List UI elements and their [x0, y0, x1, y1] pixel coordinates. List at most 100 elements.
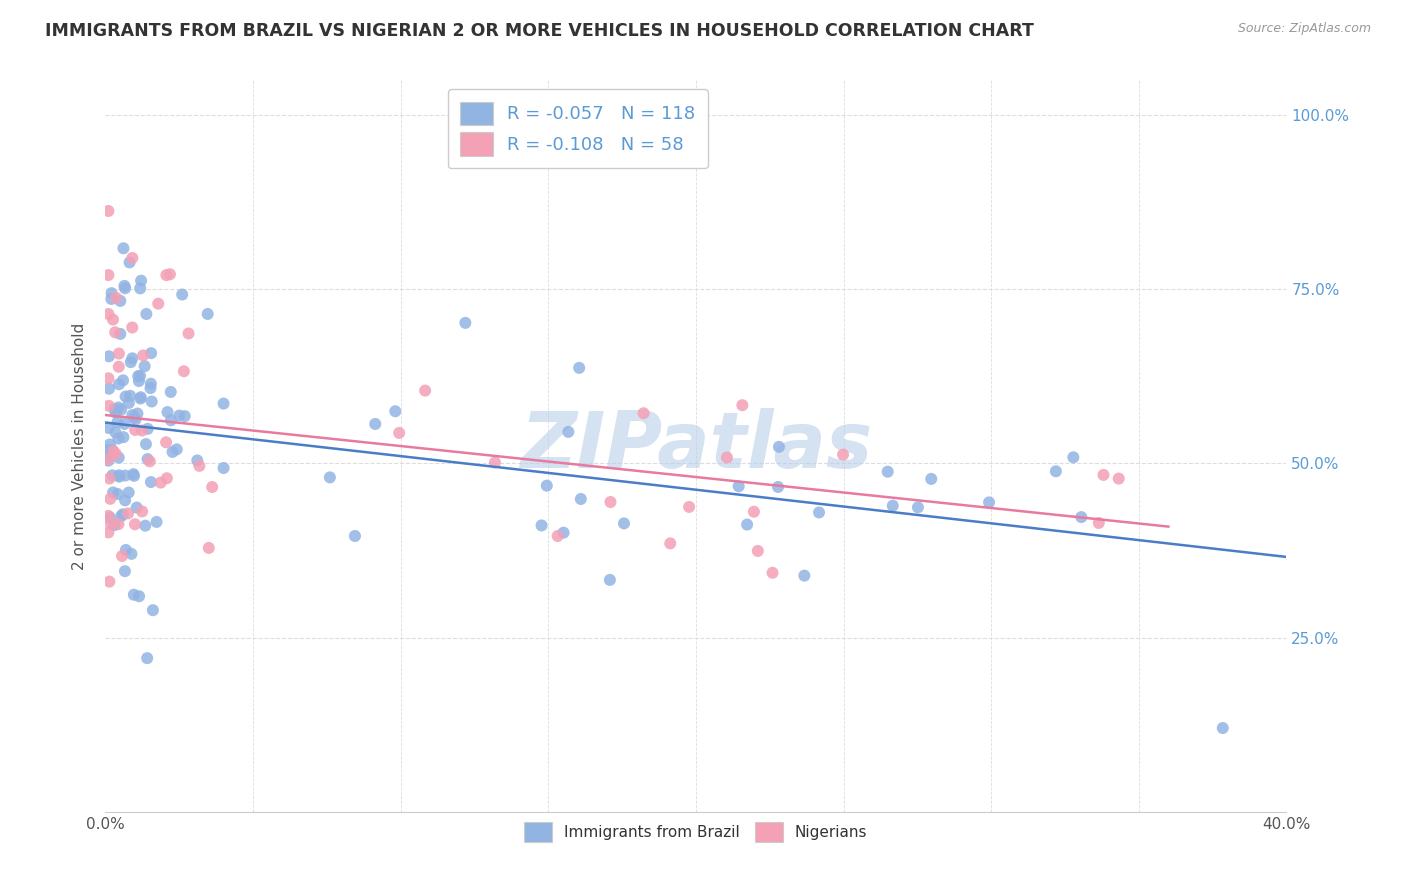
Point — [735, 517, 758, 532]
Point — [104, 405, 127, 419]
Point — [343, 529, 366, 543]
Point — [98, 471, 121, 485]
Point — [162, 445, 184, 459]
Point — [111, 508, 134, 522]
Point — [101, 443, 124, 458]
Point — [100, 292, 122, 306]
Point — [114, 281, 136, 295]
Point — [111, 549, 134, 563]
Point — [97, 349, 120, 363]
Point — [156, 405, 179, 419]
Point — [97, 421, 120, 435]
Point — [120, 547, 142, 561]
Point — [553, 525, 575, 540]
Point — [121, 408, 143, 422]
Point — [145, 515, 167, 529]
Point — [678, 500, 700, 514]
Point — [107, 450, 129, 465]
Point — [97, 453, 120, 467]
Point — [98, 574, 121, 589]
Point — [135, 437, 157, 451]
Point — [101, 312, 124, 326]
Point — [173, 409, 195, 423]
Point — [599, 573, 621, 587]
Point — [484, 456, 506, 470]
Point — [97, 204, 120, 219]
Point — [659, 536, 682, 550]
Point — [876, 465, 898, 479]
Point — [108, 377, 131, 392]
Point — [731, 398, 754, 412]
Point — [120, 389, 142, 403]
Point — [108, 346, 131, 360]
Point — [139, 475, 162, 489]
Point — [136, 452, 159, 467]
Point — [761, 566, 783, 580]
Point — [112, 373, 135, 387]
Point — [122, 588, 145, 602]
Point — [114, 468, 136, 483]
Point — [384, 404, 406, 418]
Point — [114, 493, 136, 508]
Point — [131, 424, 153, 438]
Point — [101, 468, 124, 483]
Point — [121, 320, 143, 334]
Point — [388, 425, 411, 440]
Point — [188, 458, 211, 473]
Point — [197, 541, 219, 555]
Point — [105, 291, 128, 305]
Point — [128, 374, 150, 388]
Point — [1045, 464, 1067, 478]
Point — [882, 499, 904, 513]
Point — [114, 564, 136, 578]
Point — [114, 417, 136, 431]
Point — [118, 255, 141, 269]
Point — [100, 286, 122, 301]
Point — [454, 316, 477, 330]
Point — [107, 517, 129, 532]
Text: ZIPatlas: ZIPatlas — [520, 408, 872, 484]
Point — [112, 241, 135, 255]
Point — [530, 518, 553, 533]
Point — [124, 423, 146, 437]
Point — [907, 500, 929, 515]
Point — [977, 495, 1000, 509]
Point — [1108, 472, 1130, 486]
Point — [115, 543, 138, 558]
Point — [124, 412, 146, 426]
Point — [128, 589, 150, 603]
Point — [166, 442, 188, 457]
Point — [121, 251, 143, 265]
Point — [139, 454, 162, 468]
Point — [98, 510, 121, 524]
Point — [108, 468, 131, 483]
Point — [727, 479, 749, 493]
Point — [149, 475, 172, 490]
Point — [742, 505, 765, 519]
Point — [121, 351, 143, 366]
Point — [747, 544, 769, 558]
Point — [112, 430, 135, 444]
Point — [1062, 450, 1084, 465]
Point — [134, 359, 156, 374]
Point — [160, 413, 183, 427]
Point — [364, 417, 387, 431]
Point — [110, 293, 132, 308]
Point — [118, 396, 141, 410]
Point — [98, 382, 121, 396]
Point — [127, 369, 149, 384]
Point — [110, 402, 132, 417]
Point — [768, 440, 790, 454]
Point — [1092, 467, 1115, 482]
Point — [156, 471, 179, 485]
Point — [212, 396, 235, 410]
Point — [110, 326, 132, 341]
Point — [148, 296, 170, 310]
Point — [114, 279, 136, 293]
Point — [107, 432, 129, 446]
Point — [103, 444, 125, 458]
Point — [98, 491, 121, 506]
Point — [766, 480, 789, 494]
Point — [212, 461, 235, 475]
Point — [136, 422, 159, 436]
